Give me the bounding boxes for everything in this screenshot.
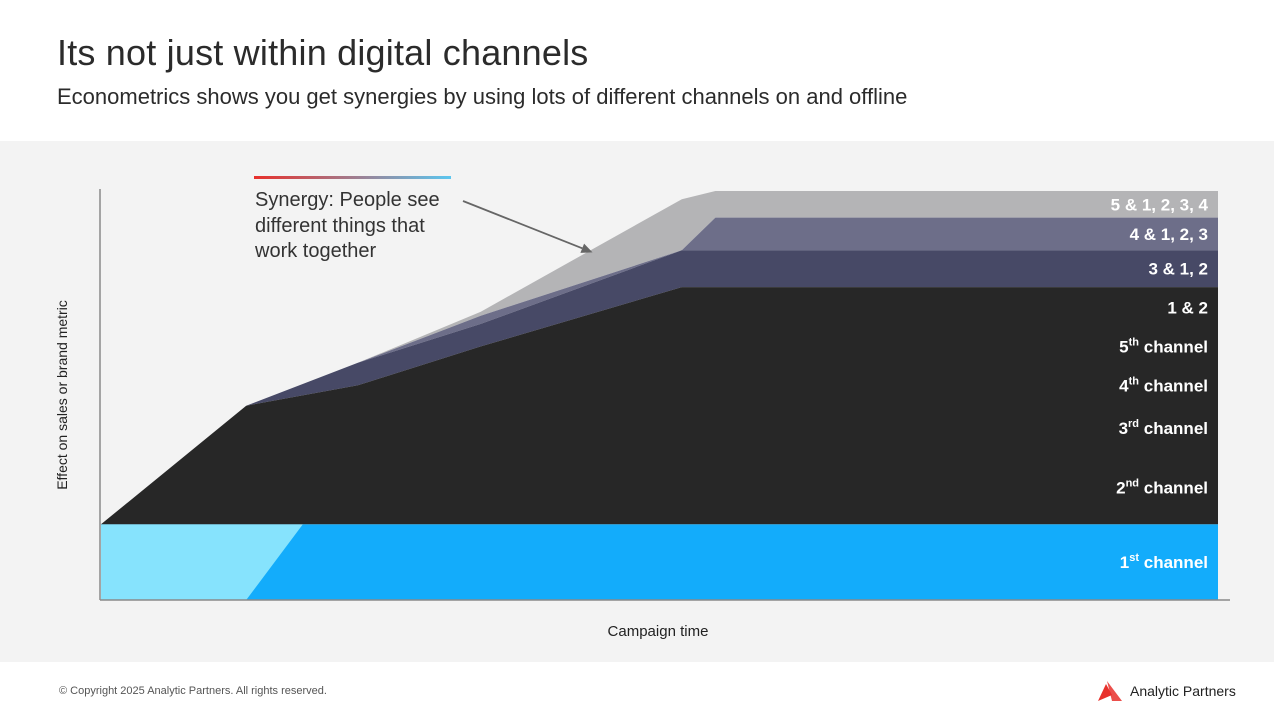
area-layers <box>101 191 1218 600</box>
area-1st-channel <box>101 524 1218 600</box>
slide-subtitle: Econometrics shows you get synergies by … <box>57 84 908 109</box>
series-label: 1 & 2 <box>1167 299 1208 318</box>
series-label: 4 & 1, 2, 3 <box>1130 225 1208 244</box>
x-axis-label: Campaign time <box>608 623 709 640</box>
series-label: 5th channel <box>1119 336 1208 356</box>
y-axis-label: Effect on sales or brand metric <box>54 300 70 490</box>
annotation-line-2: different things that <box>255 215 425 237</box>
arrow-head-icon <box>580 243 593 253</box>
annotation-line-3: work together <box>254 240 377 262</box>
area-3-1-2 <box>101 250 1218 525</box>
series-label: 4th channel <box>1119 375 1208 395</box>
annotation-line-1: Synergy: People see <box>255 189 440 211</box>
synergy-area-chart: 1st channel 2nd channel 3rd channel 4th cha… <box>54 176 1230 640</box>
series-label: 3rd channel <box>1119 418 1208 438</box>
area-1-2 <box>101 287 1218 525</box>
series-label: 2nd channel <box>1116 478 1208 498</box>
chart-panel: 1st channel 2nd channel 3rd channel 4th cha… <box>0 141 1274 662</box>
series-label: 3 & 1, 2 <box>1148 260 1208 279</box>
analytic-partners-logo-icon <box>1098 681 1122 701</box>
brand-name: Analytic Partners <box>1130 683 1236 699</box>
annotation-accent-bar <box>254 176 451 179</box>
copyright-text: © Copyright 2025 Analytic Partners. All … <box>59 685 327 697</box>
annotation-text: Synergy: People see different things tha… <box>254 189 440 262</box>
slide-title: Its not just within digital channels <box>57 32 589 73</box>
series-label: 5 & 1, 2, 3, 4 <box>1111 195 1209 214</box>
annotation-arrow <box>462 200 593 253</box>
area-4-1-2-3 <box>101 217 1218 525</box>
series-labels: 1st channel 2nd channel 3rd channel 4th cha… <box>1111 195 1209 572</box>
series-label: 1st channel <box>1120 552 1208 572</box>
brand-logo: Analytic Partners <box>1098 681 1236 701</box>
